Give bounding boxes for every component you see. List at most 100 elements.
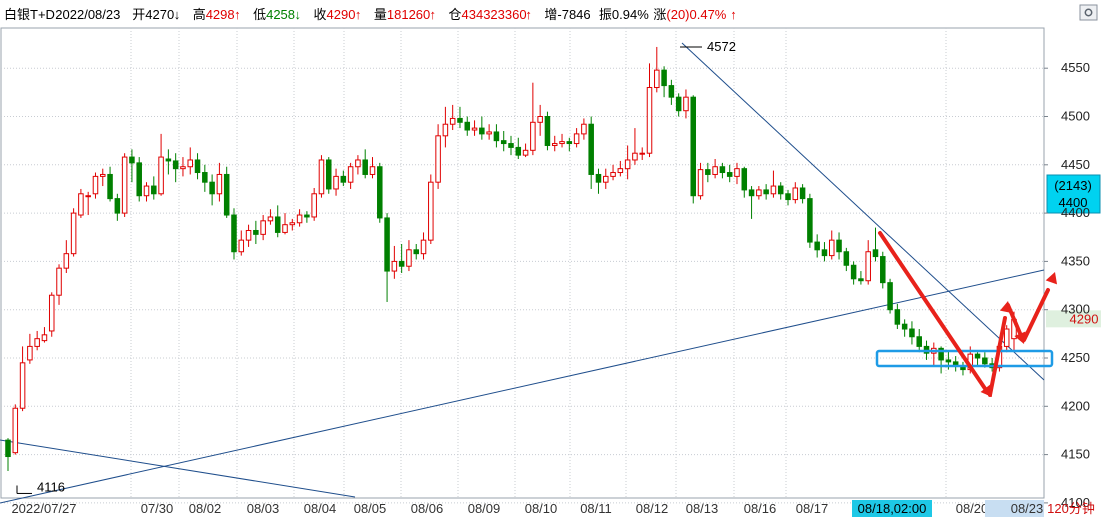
x-tick-label: 08/05 (354, 501, 387, 516)
candle-body (705, 169, 711, 175)
header-item-label: 增 (544, 7, 557, 22)
candle-body (858, 278, 864, 282)
header-item-value: (20)0.47% (666, 7, 726, 22)
candle-body (187, 159, 194, 168)
header-item-label: 开 (132, 7, 145, 22)
candle-body (479, 127, 485, 135)
candle-body (632, 152, 638, 161)
candle-body (646, 87, 653, 154)
candle-body (559, 141, 565, 145)
header-item-label: 仓 (449, 7, 462, 22)
candle-body (143, 185, 150, 197)
x-tick-label: 08/02 (189, 501, 222, 516)
x-tick-label: 08/13 (686, 501, 719, 516)
candle-body (92, 175, 99, 195)
candle-body (27, 345, 33, 361)
candle-body (442, 123, 449, 137)
candle-body (777, 185, 784, 195)
candle-body (398, 260, 405, 267)
plot-frame (0, 27, 1045, 499)
low-annotation: 4116 (37, 479, 65, 494)
candle-body (573, 133, 580, 145)
header-item-label: 振 (599, 7, 612, 22)
candle-body (493, 131, 500, 142)
candle-body (974, 353, 981, 359)
settings-icon[interactable] (1079, 4, 1098, 21)
x-tick-label-cursor: 08/18,02:00 (858, 501, 927, 516)
red-arrow-down (878, 231, 990, 395)
trendline-support (0, 269, 1045, 504)
candle-body (814, 241, 820, 251)
candle-body (325, 159, 332, 190)
header-item-label: 涨 (653, 7, 666, 22)
candle-body (180, 166, 186, 170)
header-item-value: 4258 (266, 7, 295, 22)
candle-body (821, 249, 828, 257)
candle-body (799, 187, 806, 200)
candle-body (515, 146, 522, 156)
candle-body (238, 239, 245, 253)
x-tick-label: 08/09 (468, 501, 501, 516)
candle-body (916, 336, 922, 347)
candle-body (420, 239, 427, 255)
y-tick-label: 4300 (1061, 302, 1090, 317)
candle-body (304, 214, 310, 218)
trendline-descending-early (0, 439, 356, 498)
candle-body (209, 181, 215, 195)
header-item-label: 收 (314, 7, 327, 22)
candle-body (588, 123, 594, 175)
candle-body (274, 216, 281, 233)
candle-body (690, 96, 697, 197)
last-price-tag-bg (1046, 310, 1101, 328)
candle-body (807, 198, 813, 243)
header-symbol: 白银T+D (4, 7, 55, 22)
x-tick-label: 08/10 (525, 501, 558, 516)
header-item-arrow: ↑ (355, 7, 362, 22)
candle-body (216, 173, 223, 195)
candle-body (165, 158, 172, 162)
candle-body (34, 338, 40, 347)
candle-body (267, 216, 274, 222)
candle-body (406, 249, 412, 267)
candle-body (624, 159, 631, 170)
candle-layer (5, 46, 1017, 472)
trendline-resistance (681, 42, 1045, 381)
y-tick-label: 4150 (1061, 447, 1090, 462)
candle-body (194, 159, 201, 174)
header-item-value: 0.94% (612, 7, 649, 22)
y-tick-label: 4200 (1061, 398, 1090, 413)
candle-body (770, 185, 777, 195)
header-item-arrow: ↓ (295, 7, 302, 22)
x-tick-label: 08/06 (411, 501, 444, 516)
header-item-value: 434323360 (462, 7, 527, 22)
candle-body (522, 149, 529, 156)
candle-body (5, 439, 11, 458)
candle-body (544, 116, 551, 146)
candle-body (865, 251, 871, 282)
candle-body (100, 173, 106, 177)
x-tick-label: 08/16 (744, 501, 777, 516)
x-tick-label: 08/23 (1011, 501, 1044, 516)
crosshair-count: (2143) (1054, 178, 1092, 193)
candle-body (253, 229, 259, 235)
candle-body (12, 407, 19, 454)
candle-body (982, 357, 988, 365)
candle-body (121, 156, 128, 214)
candle-body (63, 253, 70, 269)
y-tick-label: 4500 (1061, 109, 1090, 124)
candle-body (318, 159, 325, 195)
x-tick-label: 2022/07/27 (11, 501, 76, 516)
candle-body (85, 195, 91, 198)
candle-body (296, 214, 303, 224)
candle-body (566, 141, 573, 145)
crosshair-price: 4400 (1059, 195, 1088, 210)
candle-body (41, 334, 48, 342)
candle-body (909, 328, 915, 338)
red-arrow-up-2 (1022, 288, 1050, 342)
candle-body (537, 116, 543, 123)
candle-body (114, 198, 121, 214)
candle-body (369, 166, 376, 175)
candle-body (880, 256, 886, 284)
